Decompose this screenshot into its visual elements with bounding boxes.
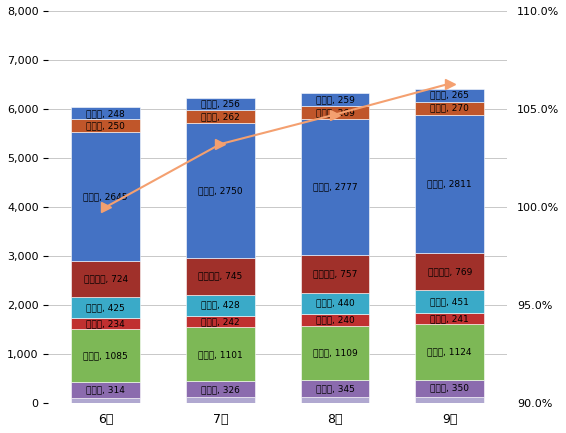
Text: 東京都, 2777: 東京都, 2777 (313, 183, 357, 192)
Text: 兵庫県, 350: 兵庫県, 350 (430, 384, 469, 393)
Text: 神奈川県, 769: 神奈川県, 769 (427, 267, 472, 276)
Bar (301, 93, 370, 106)
Text: 千葉県, 270: 千葉県, 270 (430, 104, 469, 113)
Text: 神奈川県, 757: 神奈川県, 757 (313, 269, 357, 278)
Bar (301, 106, 370, 119)
Text: 千葉県, 262: 千葉県, 262 (201, 112, 240, 121)
Bar (71, 382, 140, 398)
Bar (71, 262, 140, 297)
Text: 京都府, 242: 京都府, 242 (201, 317, 239, 326)
Bar (186, 327, 255, 381)
Text: 愛知県, 428: 愛知県, 428 (201, 301, 240, 310)
Bar (415, 324, 484, 380)
Text: 兵庫県, 326: 兵庫県, 326 (201, 385, 240, 394)
Bar (186, 381, 255, 397)
Bar (186, 123, 255, 258)
Text: 大阪府, 1085: 大阪府, 1085 (83, 351, 128, 360)
Text: 東京都, 2750: 東京都, 2750 (198, 186, 243, 195)
Bar (301, 326, 370, 380)
Text: 京都府, 234: 京都府, 234 (86, 319, 125, 328)
Text: 京都府, 240: 京都府, 240 (316, 316, 354, 324)
Bar (415, 253, 484, 291)
Bar (71, 318, 140, 329)
Bar (415, 102, 484, 115)
Bar (186, 258, 255, 294)
Bar (186, 110, 255, 123)
Bar (415, 291, 484, 313)
Bar (415, 313, 484, 324)
Text: 埼玉県, 259: 埼玉県, 259 (316, 95, 354, 104)
Text: 千葉県, 269: 千葉県, 269 (316, 108, 354, 117)
Text: 愛知県, 425: 愛知県, 425 (86, 303, 125, 312)
Text: 千葉県, 250: 千葉県, 250 (86, 121, 125, 130)
Bar (71, 329, 140, 382)
Bar (71, 120, 140, 132)
Text: 埼玉県, 248: 埼玉県, 248 (86, 109, 125, 118)
Bar (71, 107, 140, 120)
Bar (71, 132, 140, 262)
Bar (415, 397, 484, 403)
Text: 京都府, 241: 京都府, 241 (430, 314, 469, 323)
Bar (301, 255, 370, 293)
Text: 大阪府, 1101: 大阪府, 1101 (198, 350, 243, 359)
Bar (186, 316, 255, 327)
Bar (186, 294, 255, 316)
Text: 神奈川県, 724: 神奈川県, 724 (84, 275, 128, 284)
Bar (301, 397, 370, 403)
Text: 大阪府, 1124: 大阪府, 1124 (427, 347, 472, 356)
Bar (186, 397, 255, 403)
Text: 愛知県, 451: 愛知県, 451 (430, 297, 469, 306)
Text: 埼玉県, 256: 埼玉県, 256 (201, 100, 240, 109)
Bar (301, 119, 370, 255)
Text: 愛知県, 440: 愛知県, 440 (316, 299, 354, 308)
Text: 兵庫県, 345: 兵庫県, 345 (316, 384, 354, 393)
Text: 兵庫県, 314: 兵庫県, 314 (86, 386, 125, 395)
Text: 埼玉県, 265: 埼玉県, 265 (430, 90, 469, 100)
Text: 東京都, 2645: 東京都, 2645 (83, 192, 128, 201)
Bar (71, 297, 140, 318)
Text: 神奈川県, 745: 神奈川県, 745 (198, 272, 242, 281)
Text: 大阪府, 1109: 大阪府, 1109 (312, 349, 357, 358)
Bar (415, 115, 484, 253)
Bar (415, 380, 484, 397)
Bar (301, 293, 370, 314)
Bar (415, 89, 484, 102)
Bar (301, 314, 370, 326)
Bar (71, 398, 140, 403)
Bar (301, 380, 370, 397)
Text: 東京都, 2811: 東京都, 2811 (427, 179, 472, 188)
Bar (186, 98, 255, 110)
